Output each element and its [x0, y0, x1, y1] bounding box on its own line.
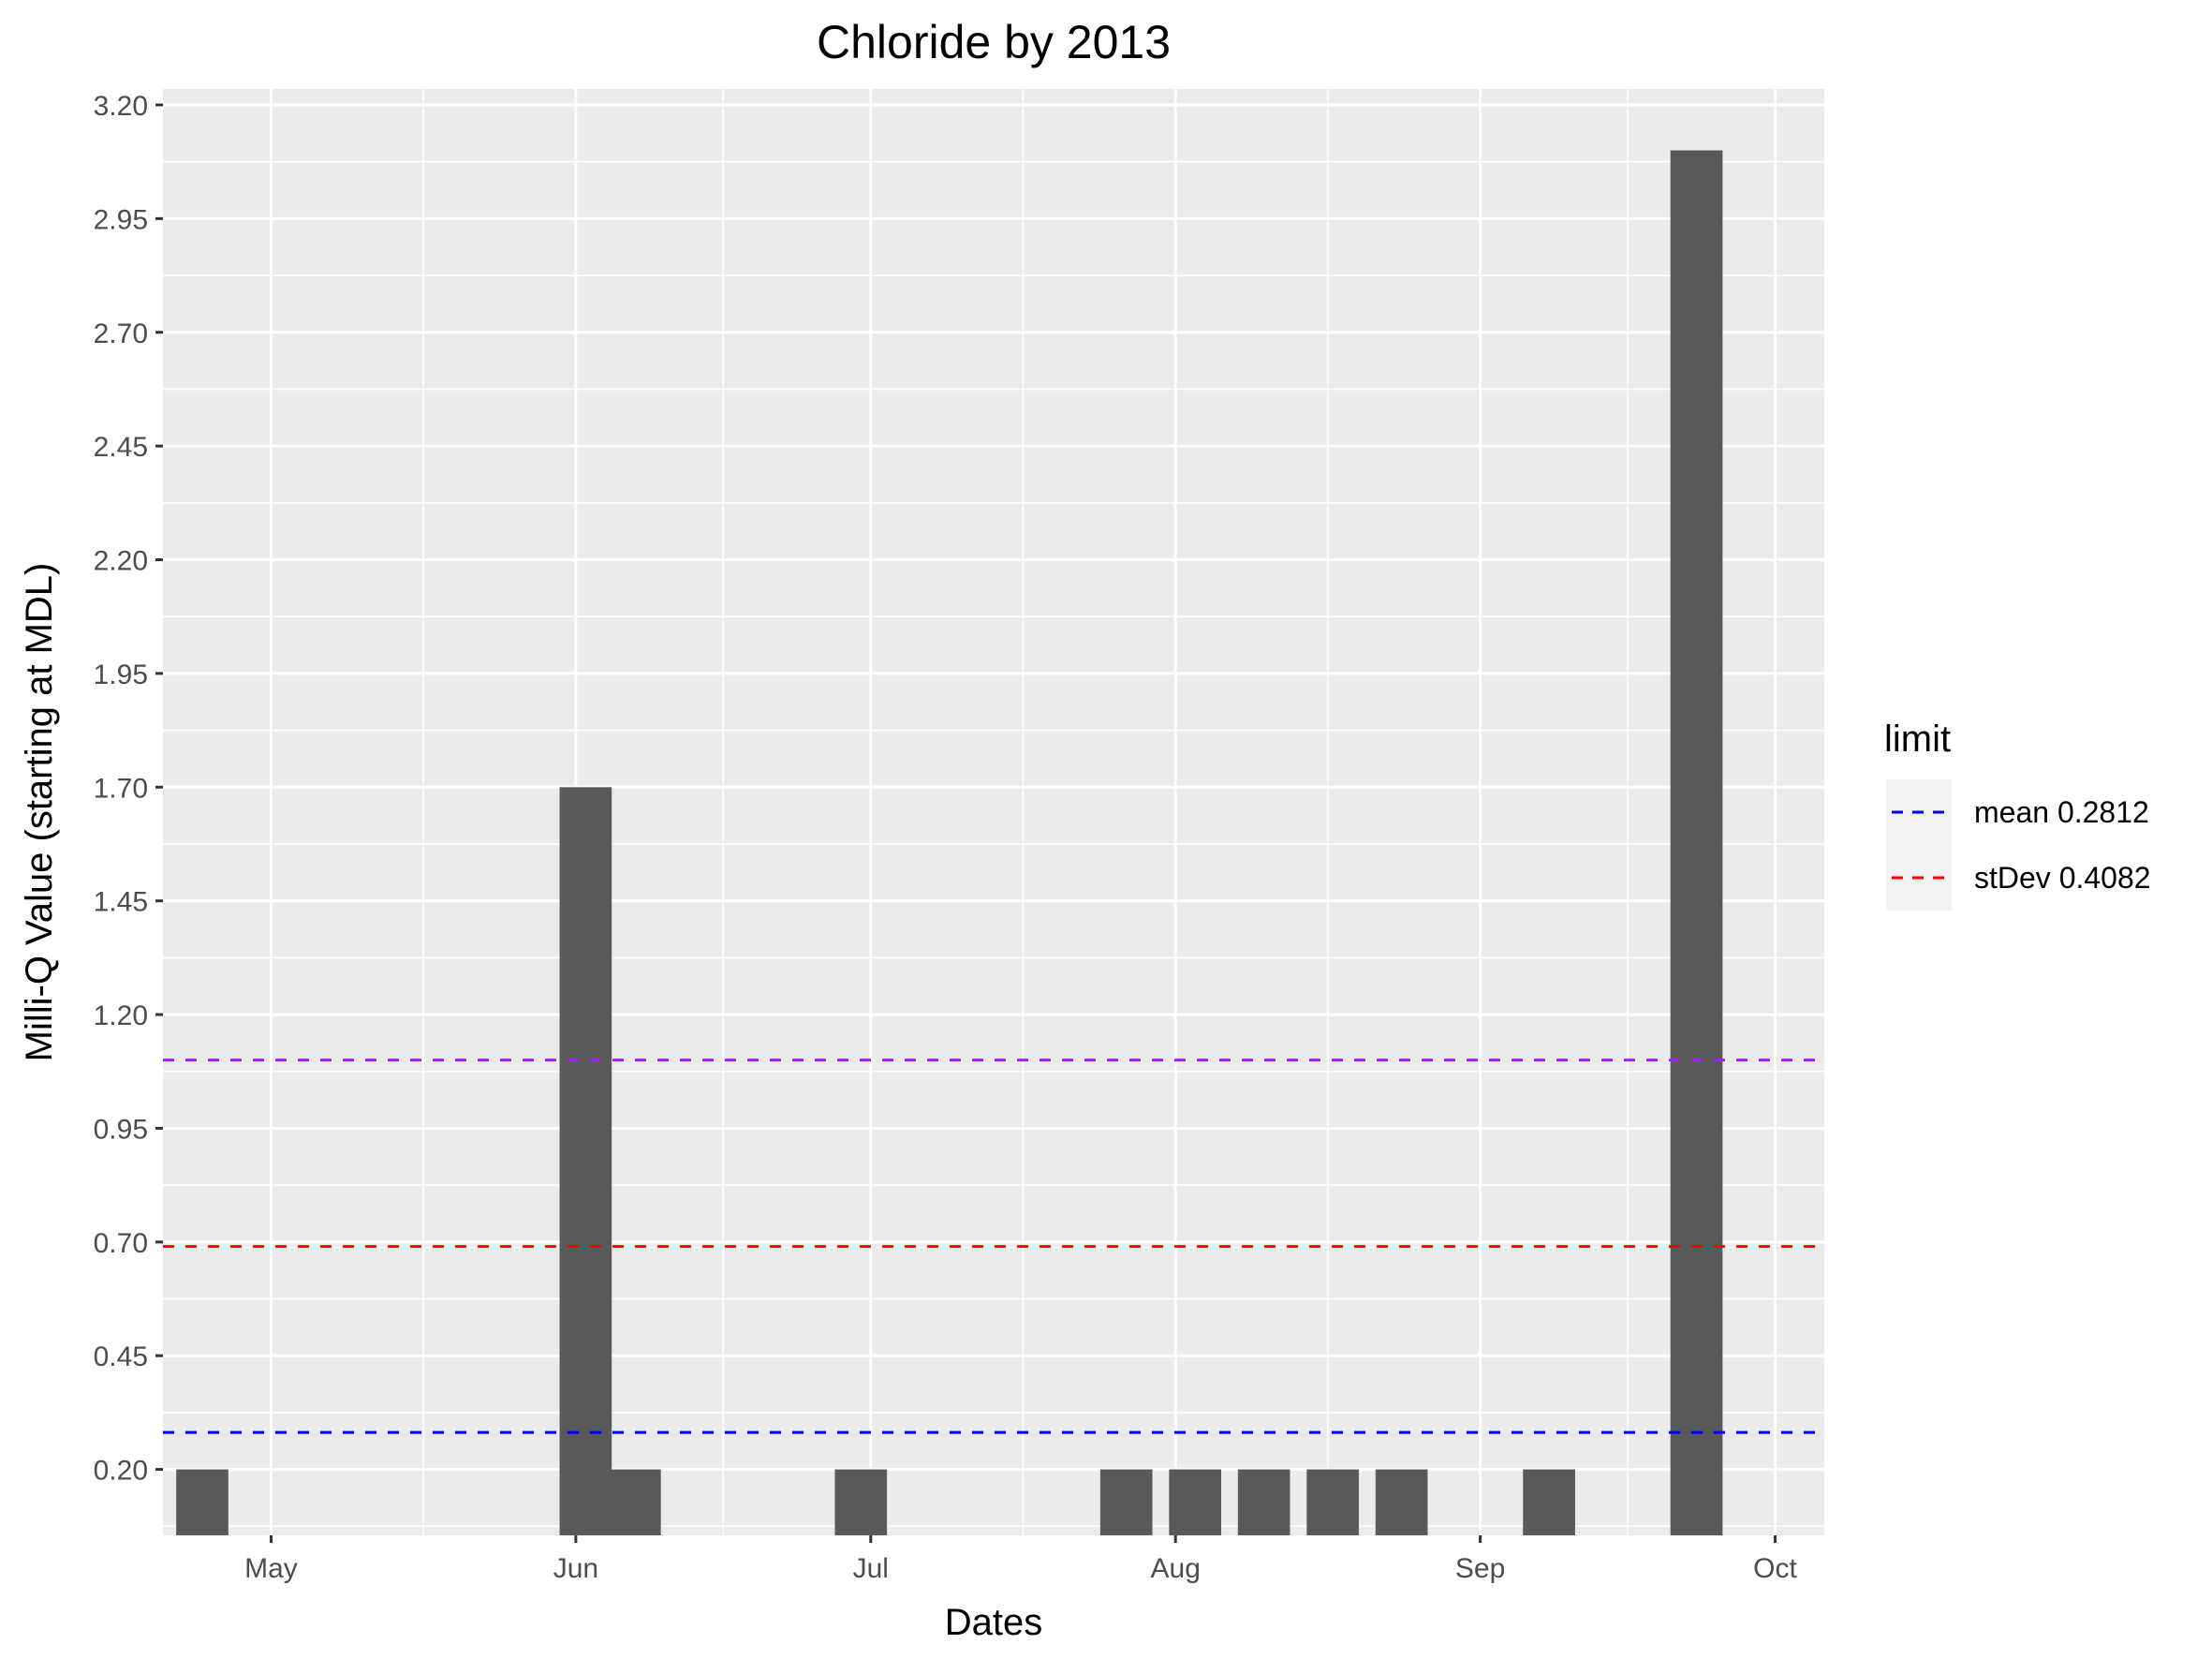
y-axis: 0.20 0.45 0.70 0.95 1.20 1.45 1.70 1.95 2.20 2.45… [94, 91, 163, 1487]
plot-panel [163, 89, 1824, 1535]
bar [1169, 1469, 1222, 1535]
y-tick-label: 1.45 [94, 887, 148, 918]
y-tick-label: 3.20 [94, 91, 148, 122]
y-tick-label: 1.70 [94, 773, 148, 804]
legend-label: mean 0.2812 [1974, 795, 2149, 829]
y-tick-label: 0.20 [94, 1456, 148, 1487]
bar [1237, 1469, 1290, 1535]
bar [609, 1469, 661, 1535]
bar [1670, 150, 1723, 1536]
bar [176, 1469, 229, 1535]
reference-lines [163, 1059, 1824, 1434]
minor-gridlines [163, 89, 1824, 1535]
y-tick-label: 2.45 [94, 432, 148, 463]
bar [1523, 1469, 1575, 1535]
x-tick-label: Oct [1753, 1553, 1797, 1584]
legend: limit mean 0.2812 stDev 0.4082 [1884, 718, 2151, 911]
y-tick-label: 2.95 [94, 204, 148, 235]
y-tick-label: 1.20 [94, 1000, 148, 1031]
bar [1099, 1469, 1153, 1535]
x-tick-label: Aug [1151, 1553, 1201, 1584]
x-tick-label: Jul [853, 1553, 889, 1584]
bar [1375, 1469, 1428, 1535]
x-axis: May Jun Jul Aug Sep Oct [244, 1535, 1798, 1584]
x-tick-label: May [244, 1553, 298, 1584]
chart-title: Chloride by 2013 [817, 16, 1171, 68]
y-tick-label: 2.20 [94, 546, 148, 577]
bar [559, 787, 612, 1535]
bars [176, 150, 1723, 1536]
y-axis-title: Milli-Q Value (starting at MDL) [19, 563, 60, 1062]
bar [834, 1469, 888, 1535]
legend-title: limit [1884, 718, 1951, 760]
y-tick-label: 0.95 [94, 1114, 148, 1145]
y-tick-label: 0.45 [94, 1341, 148, 1372]
legend-label: stDev 0.4082 [1974, 861, 2151, 895]
bar [1306, 1469, 1359, 1535]
y-tick-label: 2.70 [94, 318, 148, 349]
x-tick-label: Jun [553, 1553, 598, 1584]
x-axis-title: Dates [945, 1602, 1043, 1643]
y-tick-label: 1.95 [94, 659, 148, 690]
y-tick-label: 0.70 [94, 1228, 148, 1259]
x-tick-label: Sep [1455, 1553, 1505, 1584]
